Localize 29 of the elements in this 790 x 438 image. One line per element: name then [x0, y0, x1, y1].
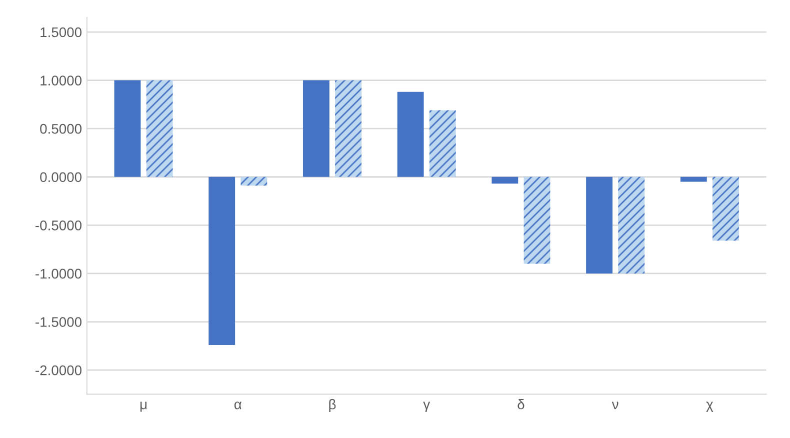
x-tick-label: β	[329, 399, 336, 412]
bar	[302, 80, 330, 177]
y-tick-label: 1.0000	[40, 76, 82, 86]
bar	[114, 80, 141, 177]
bar	[680, 176, 707, 182]
bar	[524, 176, 550, 264]
x-tick-label: ν	[612, 402, 618, 410]
x-tick-label: μ	[140, 402, 146, 412]
bar	[618, 176, 645, 274]
bar	[397, 92, 424, 177]
y-tick-label: 0.0000	[40, 172, 82, 182]
y-tick-label: -2.0000	[36, 365, 82, 376]
y-tick-label: -1.5000	[36, 317, 82, 327]
y-tick-label: -1.0000	[36, 268, 82, 279]
bar	[240, 176, 268, 186]
bar	[429, 110, 456, 177]
y-tick-label: -0.5000	[36, 220, 82, 230]
x-tick-label: γ	[423, 402, 430, 412]
y-tick-label: 1.5000	[40, 27, 82, 38]
bar	[586, 176, 612, 274]
bar	[335, 80, 362, 177]
y-tick-label: 0.5000	[40, 124, 82, 134]
bar	[208, 176, 236, 345]
x-tick-label: δ	[518, 399, 524, 410]
bar	[492, 176, 518, 184]
bar	[712, 176, 739, 241]
x-tick-label: χ	[706, 402, 714, 412]
x-tick-label: α	[234, 402, 242, 410]
bar	[146, 80, 173, 177]
